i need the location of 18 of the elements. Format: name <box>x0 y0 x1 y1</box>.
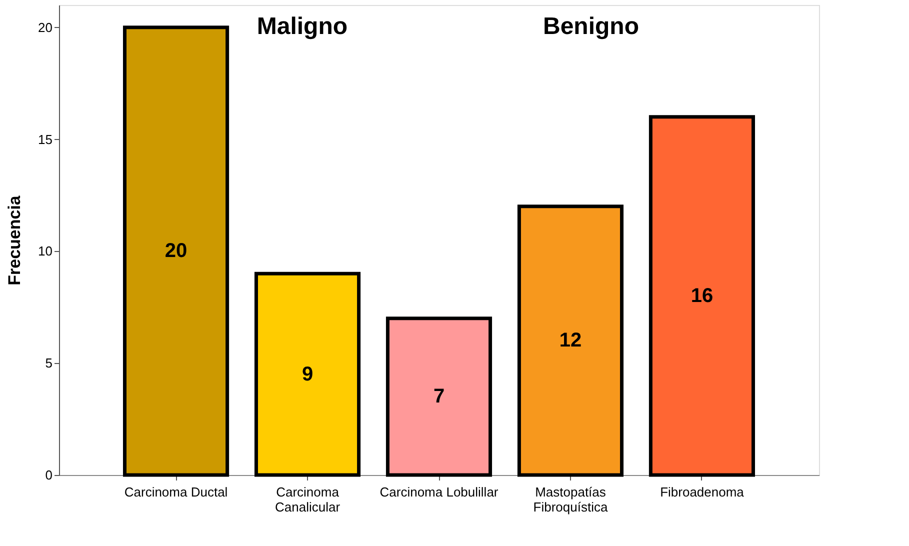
data-label: 16 <box>690 284 714 307</box>
annotation: Benigno <box>543 13 639 40</box>
y-axis-title: Frecuencia <box>5 195 24 286</box>
x-tick-label: Fibroadenoma <box>660 484 745 500</box>
x-tick-label: Mastopatías Fibroquística <box>533 484 608 514</box>
x-tick-label: Carcinoma Lobulillar <box>380 484 499 500</box>
data-label: 20 <box>164 240 188 262</box>
y-tick-label: 15 <box>38 132 52 147</box>
y-tick-label: 5 <box>45 356 52 371</box>
data-label: 12 <box>559 330 582 352</box>
annotation: Maligno <box>256 13 348 40</box>
y-tick-label: 0 <box>45 468 52 482</box>
y-tick-label: 20 <box>38 20 52 35</box>
x-tick-label: Carcinoma Canalicular <box>274 484 341 514</box>
data-label: 7 <box>433 386 445 408</box>
data-label: 9 <box>302 363 314 386</box>
y-tick-label: 10 <box>38 244 52 259</box>
x-tick-label: Carcinoma Ductal <box>124 484 228 500</box>
